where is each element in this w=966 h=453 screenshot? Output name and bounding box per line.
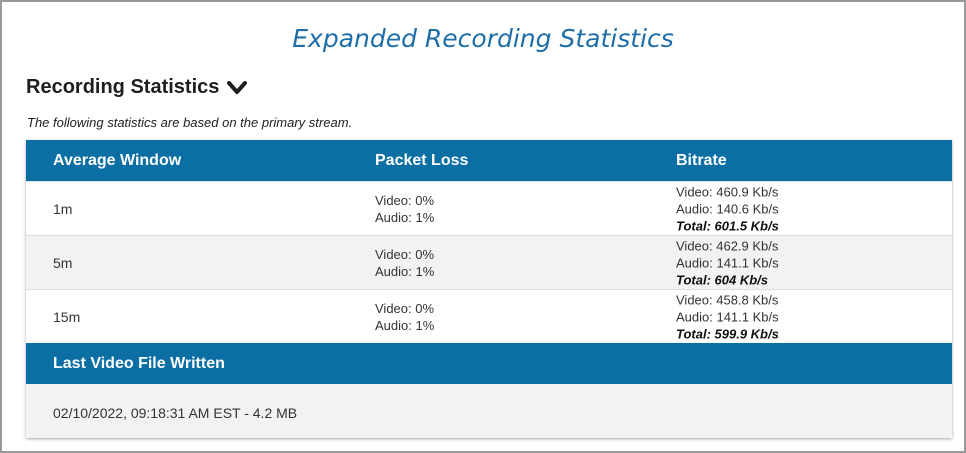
loss-video: Video: 0% <box>375 246 435 262</box>
window-cell: 1m <box>53 200 73 217</box>
loss-audio: Audio: 1% <box>375 317 435 333</box>
header-packet-loss: Packet Loss <box>375 151 469 169</box>
figure-caption: Expanded Recording Statistics <box>292 24 674 53</box>
packet-loss-cell: Video: 0% Audio: 1% <box>375 246 434 280</box>
table-header: Average Window Packet Loss Bitrate <box>26 140 952 181</box>
window-cell: 15m <box>53 308 81 325</box>
table-row: 15m Video: 0% Audio: 1% Video: 458.8 Kb/… <box>26 289 952 343</box>
bitrate-audio: Audio: 140.6 Kb/s <box>676 201 779 216</box>
window-cell: 5m <box>53 254 73 271</box>
statistics-table: Average Window Packet Loss Bitrate 1m Vi… <box>26 140 952 438</box>
loss-audio: Audio: 1% <box>375 209 435 225</box>
last-file-header: Last Video File Written <box>26 343 952 384</box>
header-bitrate: Bitrate <box>676 151 727 169</box>
bitrate-audio: Audio: 141.1 Kb/s <box>676 255 779 270</box>
last-file-label: Last Video File Written <box>53 355 225 372</box>
table-row: 1m Video: 0% Audio: 1% Video: 460.9 Kb/s… <box>26 181 952 235</box>
header-average-window: Average Window <box>53 151 182 169</box>
bitrate-total: Total: 599.9 Kb/s <box>676 326 779 341</box>
bitrate-total: Total: 604 Kb/s <box>676 272 768 287</box>
last-file-row: 02/10/2022, 09:18:31 AM EST - 4.2 MB <box>26 384 952 438</box>
bitrate-cell: Video: 462.9 Kb/s Audio: 141.1 Kb/s Tota… <box>676 237 779 288</box>
recording-statistics-toggle[interactable]: Recording Statistics <box>26 76 248 99</box>
bitrate-video: Video: 458.8 Kb/s <box>676 292 779 307</box>
bitrate-video: Video: 460.9 Kb/s <box>676 184 779 199</box>
bitrate-audio: Audio: 141.1 Kb/s <box>676 309 779 324</box>
bitrate-cell: Video: 460.9 Kb/s Audio: 140.6 Kb/s Tota… <box>676 183 779 234</box>
table-row: 5m Video: 0% Audio: 1% Video: 462.9 Kb/s… <box>26 235 952 289</box>
stream-note: The following statistics are based on th… <box>27 115 353 130</box>
bitrate-video: Video: 462.9 Kb/s <box>676 238 779 253</box>
bitrate-cell: Video: 458.8 Kb/s Audio: 141.1 Kb/s Tota… <box>676 291 779 342</box>
section-title: Recording Statistics <box>26 76 220 98</box>
packet-loss-cell: Video: 0% Audio: 1% <box>375 192 434 226</box>
packet-loss-cell: Video: 0% Audio: 1% <box>375 300 434 334</box>
loss-audio: Audio: 1% <box>375 263 435 279</box>
last-file-value: 02/10/2022, 09:18:31 AM EST - 4.2 MB <box>53 405 298 421</box>
chevron-down-icon <box>227 80 248 94</box>
loss-video: Video: 0% <box>375 192 435 208</box>
bitrate-total: Total: 601.5 Kb/s <box>676 218 779 233</box>
loss-video: Video: 0% <box>375 300 435 316</box>
